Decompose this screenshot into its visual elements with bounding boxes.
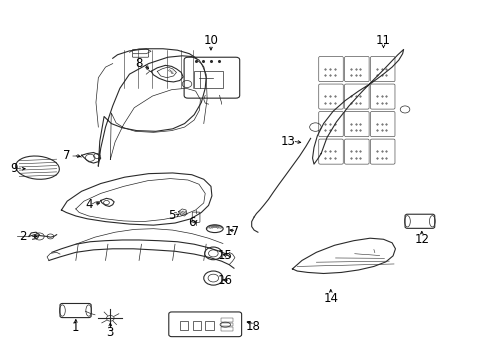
Bar [192, 321, 201, 330]
Text: 18: 18 [245, 320, 260, 333]
Text: 11: 11 [375, 34, 390, 47]
Text: 17: 17 [224, 225, 240, 238]
Bar [221, 323, 233, 327]
Bar [194, 71, 223, 88]
Text: 1: 1 [72, 321, 80, 334]
Text: 14: 14 [323, 292, 338, 305]
Text: 7: 7 [63, 149, 71, 162]
Bar [221, 318, 233, 322]
Bar [221, 327, 233, 330]
Text: 13: 13 [280, 135, 294, 148]
Text: 3: 3 [106, 326, 114, 339]
Text: 4: 4 [85, 198, 92, 211]
Text: 5: 5 [167, 210, 175, 222]
Text: 12: 12 [413, 234, 428, 247]
Text: 16: 16 [217, 274, 232, 287]
Text: 2: 2 [20, 230, 27, 243]
Bar [180, 321, 188, 330]
Text: 15: 15 [218, 249, 232, 262]
Text: 9: 9 [11, 162, 18, 175]
Text: 6: 6 [188, 216, 195, 229]
Bar [205, 321, 213, 330]
Text: 8: 8 [135, 57, 142, 70]
Text: 10: 10 [203, 34, 218, 47]
